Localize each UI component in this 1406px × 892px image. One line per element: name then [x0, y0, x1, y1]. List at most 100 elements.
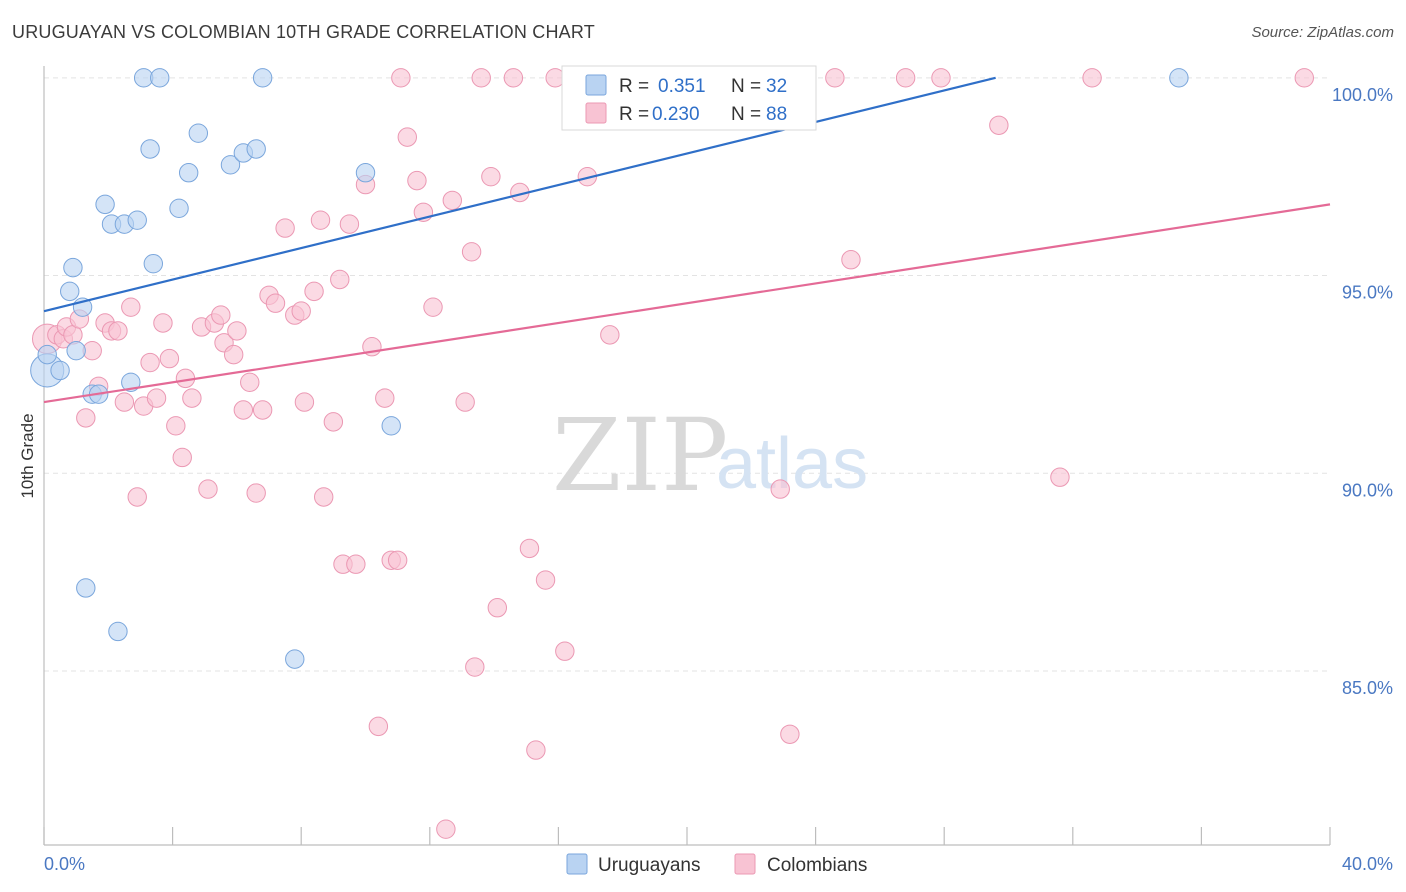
- y-tick-label: 85.0%: [1342, 678, 1393, 698]
- chart-title: URUGUAYAN VS COLOMBIAN 10TH GRADE CORREL…: [12, 22, 595, 42]
- colombian-point: [526, 740, 546, 760]
- colombian-point: [841, 250, 861, 270]
- legend-swatch-blue: [585, 74, 607, 96]
- colombian-point: [339, 214, 360, 234]
- colombian-point: [146, 388, 167, 408]
- uruguayan-point: [381, 416, 401, 436]
- uruguayan-point: [76, 578, 96, 598]
- colombian-point: [423, 297, 443, 317]
- uruguayan-point: [37, 344, 57, 365]
- colombian-point: [397, 127, 417, 147]
- colombian-point: [304, 281, 324, 302]
- colombian-point: [291, 301, 311, 321]
- x-tick-label: 40.0%: [1342, 854, 1393, 874]
- colombian-point: [895, 68, 916, 88]
- legend-r-value-pink: 0.230: [652, 104, 700, 125]
- colombian-point: [442, 190, 463, 211]
- colombian-point: [310, 210, 331, 230]
- legend-swatch-uruguayans: [566, 853, 588, 875]
- source-credit: Source: ZipAtlas.com: [1251, 24, 1394, 41]
- colombian-point: [471, 68, 491, 88]
- colombian-point: [294, 392, 315, 412]
- uruguayan-point: [285, 649, 305, 669]
- trend-lines: [43, 76, 1331, 404]
- uruguayan-point: [188, 123, 209, 143]
- legend-n-label: N =: [731, 76, 761, 97]
- uruguayan-point: [63, 257, 83, 278]
- uruguayan-point: [121, 372, 141, 393]
- colombian-point: [166, 416, 186, 436]
- uruguayan-point: [1169, 68, 1189, 88]
- uruguayan-point: [50, 360, 70, 381]
- colombian-point: [368, 716, 389, 737]
- uruguayan-point: [169, 198, 189, 219]
- y-tick-labels: 85.0% 90.0% 95.0% 100.0%: [1332, 85, 1393, 698]
- colombian-point: [931, 68, 951, 88]
- colombian-point: [233, 400, 254, 420]
- colombian-point: [407, 170, 427, 191]
- x-tick-label: 0.0%: [44, 854, 85, 874]
- legend-r-label: R =: [619, 76, 649, 97]
- colombian-point: [780, 724, 800, 744]
- colombian-point: [455, 392, 475, 412]
- colombian-point: [240, 372, 260, 393]
- colombian-point: [346, 554, 366, 574]
- watermark: ZIP atlas: [552, 397, 868, 514]
- legend-label-uruguayans: Uruguayans: [598, 855, 700, 876]
- uruguayan-point: [140, 139, 160, 159]
- y-tick-label: 100.0%: [1332, 85, 1393, 105]
- legend-n-label: N =: [731, 104, 761, 125]
- legend-swatch-colombians: [734, 853, 756, 875]
- colombian-point: [223, 344, 244, 365]
- legend-n-value-pink: 88: [766, 104, 787, 125]
- watermark-zip: ZIP: [552, 397, 728, 514]
- legend-n-value-blue: 32: [766, 76, 787, 97]
- uruguayan-trend-line: [43, 76, 996, 313]
- uruguayan-point: [178, 163, 199, 183]
- colombian-point: [989, 115, 1009, 135]
- colombian-point: [391, 68, 411, 88]
- colombian-point: [114, 392, 135, 412]
- colombian-point: [461, 242, 482, 262]
- uruguayan-point: [60, 281, 80, 302]
- uruguayan-point: [150, 68, 170, 88]
- colombian-point: [1294, 68, 1314, 88]
- colombian-point: [246, 483, 266, 503]
- colombian-point: [198, 479, 218, 499]
- uruguayan-point: [246, 139, 266, 159]
- colombian-point: [127, 487, 147, 507]
- y-tick-label: 95.0%: [1342, 283, 1393, 303]
- colombian-point: [487, 598, 508, 618]
- colombian-point: [465, 657, 485, 677]
- colombian-point: [555, 641, 575, 661]
- colombian-point: [275, 218, 295, 238]
- colombian-point: [323, 412, 344, 432]
- colombian-point: [1082, 68, 1102, 88]
- legend-label-colombians: Colombians: [767, 855, 867, 876]
- x-tick-labels: 0.0% 40.0%: [44, 854, 1393, 874]
- colombian-point: [182, 388, 202, 408]
- colombian-point: [330, 269, 350, 290]
- colombian-point: [825, 68, 845, 88]
- uruguayan-point: [252, 68, 273, 88]
- colombian-point: [227, 321, 247, 341]
- uruguayan-point: [220, 155, 241, 175]
- colombian-point: [159, 348, 180, 369]
- colombian-point: [503, 68, 524, 88]
- colombian-point: [314, 487, 334, 507]
- colombian-point: [211, 305, 231, 325]
- colombian-point: [1050, 467, 1070, 487]
- colombian-point: [252, 400, 273, 420]
- colombian-point: [481, 166, 501, 187]
- colombian-point: [140, 352, 160, 373]
- series-legend: Uruguayans Colombians: [566, 853, 867, 876]
- legend-swatch-pink: [585, 102, 607, 124]
- colombian-point: [770, 479, 790, 499]
- colombian-point: [519, 538, 540, 559]
- colombian-point: [121, 297, 141, 317]
- uruguayan-point: [143, 253, 164, 274]
- uruguayan-point: [355, 163, 376, 183]
- colombian-point: [600, 325, 620, 345]
- colombian-point: [153, 313, 173, 333]
